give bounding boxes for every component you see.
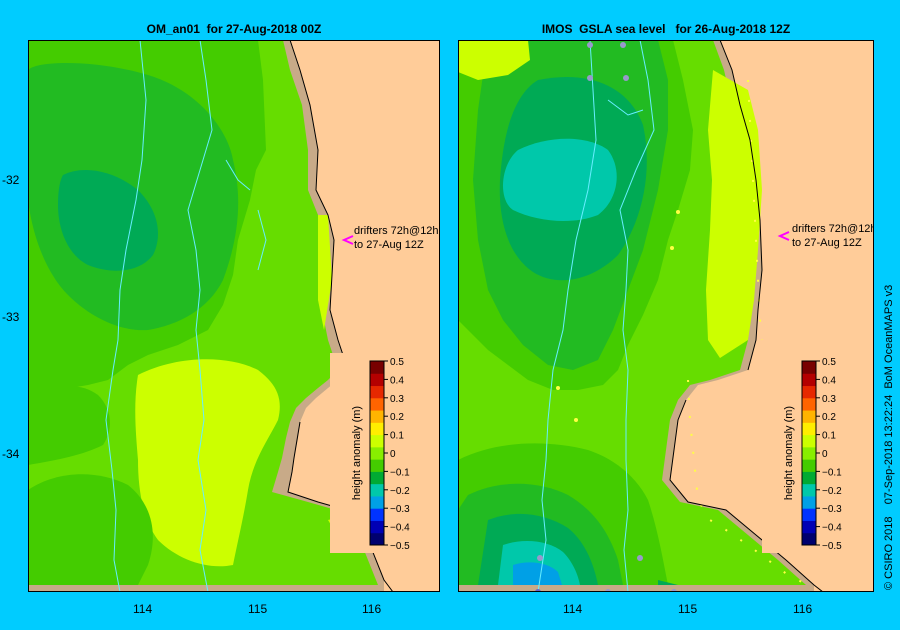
colorbar-tick-label: 0 (390, 449, 396, 460)
colorbar-tick-label: −0.3 (822, 504, 842, 515)
colorbar-swatch (370, 495, 384, 509)
colorbar-swatch (802, 483, 816, 497)
drifter-arrow-icon (341, 235, 354, 245)
colorbar-tick-label: 0.5 (822, 357, 836, 368)
colorbar: 0.5 0.4 0.3 0.2 0.1 0 −0.1 −0.2 −0.3 −0.4 −0.5 heig… (330, 353, 416, 553)
map-frame (28, 40, 440, 592)
lat-tick-label: -34 (2, 447, 20, 461)
colorbar-swatch (370, 373, 384, 387)
drifter-annotation: drifters 72h@12h to 27-Aug 12Z (341, 225, 439, 251)
colorbar-swatch (370, 422, 384, 436)
colorbar-tick-label: 0.4 (390, 375, 404, 386)
colorbar-swatch (370, 532, 384, 546)
lon-tick-label: 115 (678, 602, 698, 616)
colorbar-swatch (802, 459, 816, 472)
colorbar-swatch (802, 422, 816, 436)
map-frame (458, 40, 874, 592)
colorbar-swatch (802, 410, 816, 423)
colorbar-swatch (370, 508, 384, 521)
colorbar-tick-label: −0.2 (822, 486, 842, 497)
colorbar-tick-label: −0.5 (822, 541, 842, 552)
colorbar-tick-label: −0.5 (390, 541, 410, 552)
right-panel-title: IMOS GSLA sea level for 26-Aug-2018 12Z (541, 22, 791, 36)
ocean-anomaly-field (28, 40, 384, 592)
colorbar: 0.5 0.4 0.3 0.2 0.1 0 −0.1 −0.2 −0.3 −0.4 −0.5 heig… (762, 353, 848, 553)
bathymetry-contours (105, 40, 267, 592)
colorbar-tick-label: 0.4 (822, 375, 836, 386)
coastline (669, 40, 824, 592)
colorbar-swatch (370, 385, 384, 399)
colorbar-swatch (370, 471, 384, 485)
colorbar-tick-label: 0.5 (390, 357, 404, 368)
colorbar-tick-label: −0.1 (390, 467, 410, 478)
bathymetry-contours (537, 40, 655, 592)
colorbar-swatch (802, 385, 816, 399)
colorbar-swatch (802, 434, 816, 448)
colorbar-label: height anomaly (m) (351, 406, 363, 500)
coastline (287, 40, 394, 592)
colorbar-swatch (370, 410, 384, 423)
colorbar-swatch (370, 434, 384, 448)
colorbar-tick-label: 0.3 (822, 394, 836, 405)
lon-tick-label: 115 (248, 602, 268, 616)
right-map-panel[interactable]: drifters 72h@12h to 27-Aug 12Z 0.5 0.4 0.3… (458, 40, 874, 592)
colorbar-tick-label: 0.3 (390, 394, 404, 405)
lon-tick-label: 114 (133, 602, 153, 616)
colorbar-swatch (370, 483, 384, 497)
lon-tick-label: 116 (362, 602, 382, 616)
colorbar-tick-label: 0.2 (822, 412, 836, 423)
colorbar-swatch (802, 446, 816, 460)
colorbar-label: height anomaly (m) (783, 406, 795, 500)
colorbar-tick-label: −0.2 (390, 486, 410, 497)
drifter-label-line1: drifters 72h@12h (792, 223, 874, 235)
colorbar-swatch (370, 459, 384, 472)
colorbar-tick-label: −0.3 (390, 504, 410, 515)
colorbar-swatch (802, 373, 816, 387)
colorbar-tick-label: 0.1 (390, 431, 404, 442)
colorbar-swatch (802, 361, 816, 374)
observation-tracks (535, 42, 809, 592)
drifter-label-line1: drifters 72h@12h (354, 225, 439, 237)
colorbar-swatch (802, 532, 816, 546)
colorbar-tick-label: −0.4 (822, 523, 842, 534)
drifter-label-line2: to 27-Aug 12Z (792, 237, 862, 249)
colorbar-tick-label: −0.1 (822, 467, 842, 478)
drifter-annotation: drifters 72h@12h to 27-Aug 12Z (777, 223, 874, 249)
colorbar-swatch (370, 520, 384, 534)
colorbar-swatch (802, 520, 816, 534)
lat-tick-label: -32 (2, 173, 20, 187)
colorbar-tick-label: −0.4 (390, 523, 410, 534)
lon-tick-label: 116 (793, 602, 813, 616)
colorbar-tick-label: 0.1 (822, 431, 836, 442)
credit-text: © CSIRO 2018 07-Sep-2018 13:22:24 BoM Oc… (883, 284, 895, 590)
colorbar-tick-label: 0.2 (390, 412, 404, 423)
colorbar-swatch (802, 508, 816, 521)
drifter-label-line2: to 27-Aug 12Z (354, 239, 424, 251)
drifter-arrow-icon (777, 231, 790, 241)
colorbar-swatch (370, 361, 384, 374)
left-panel-title: OM_an01 for 27-Aug-2018 00Z (146, 22, 322, 36)
lon-tick-label: 114 (563, 602, 583, 616)
colorbar-tick-label: 0 (822, 449, 828, 460)
colorbar-swatch (802, 397, 816, 411)
ocean-anomaly-field (458, 40, 814, 592)
colorbar-swatch (802, 471, 816, 485)
colorbar-swatch (370, 446, 384, 460)
colorbar-swatch (802, 495, 816, 509)
left-map-panel[interactable]: drifters 72h@12h to 27-Aug 12Z 0.5 0.4 0.3… (28, 40, 440, 592)
lat-tick-label: -33 (2, 310, 20, 324)
colorbar-swatch (370, 397, 384, 411)
